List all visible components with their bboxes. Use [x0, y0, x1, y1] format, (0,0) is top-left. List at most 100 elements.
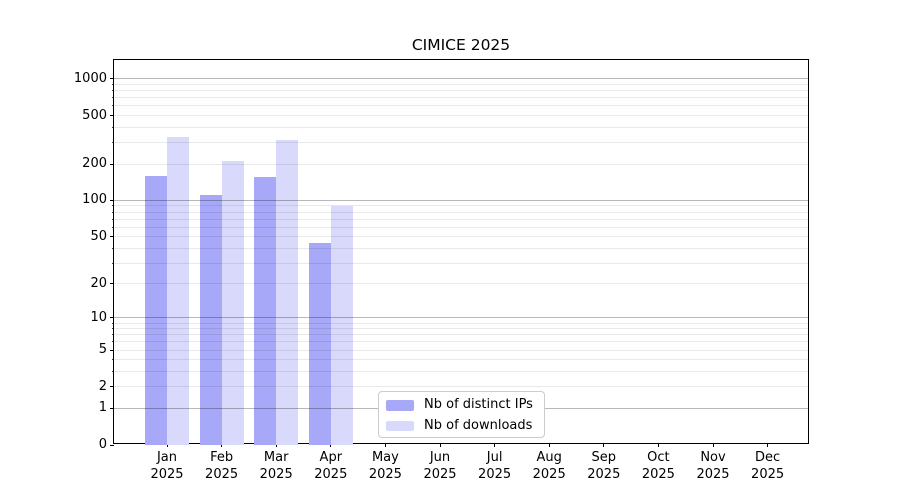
- gridline-major: [114, 78, 808, 80]
- y-tick-label: 20: [90, 275, 107, 291]
- bar-distinct-ips-jan: [145, 175, 167, 445]
- y-tick-label: 10: [90, 309, 107, 325]
- y-tick-mark: [110, 386, 114, 388]
- x-tick-month: May: [371, 450, 399, 465]
- x-tick-mark: [767, 443, 769, 447]
- y-tick-label: 1: [98, 400, 107, 416]
- y-minor-tick-mark: [111, 341, 114, 343]
- x-tick-label-mar: Mar 2025: [240, 450, 312, 483]
- y-minor-tick-mark: [111, 84, 114, 86]
- x-tick-mark: [221, 443, 223, 447]
- y-tick-label: 50: [90, 228, 107, 244]
- x-tick-month: Sep: [591, 450, 617, 465]
- y-minor-tick-mark: [111, 322, 114, 324]
- plot-area: 0 1 2 5 10 20 50 100 200 500 1000 Jan 2025 Feb 2025 Mar…: [74, 59, 809, 482]
- y-tick-label: 500: [82, 107, 107, 123]
- bar-downloads-apr: [330, 205, 353, 445]
- y-tick-mark: [110, 317, 114, 319]
- bar-downloads-mar: [276, 140, 299, 445]
- x-tick-mark: [275, 443, 277, 447]
- y-minor-tick-mark: [111, 247, 114, 249]
- x-tick-year: 2025: [641, 466, 675, 482]
- y-tick-label: 5: [98, 342, 107, 358]
- x-tick-year: 2025: [587, 466, 621, 482]
- x-tick-label-apr: Apr 2025: [295, 450, 367, 483]
- y-tick-mark: [110, 444, 114, 446]
- y-tick-mark: [110, 236, 114, 238]
- y-tick-mark: [110, 78, 114, 80]
- x-tick-mark: [439, 443, 441, 447]
- x-tick-month: Apr: [319, 450, 343, 465]
- x-tick-label-oct: Oct 2025: [622, 450, 694, 483]
- x-tick-label-sep: Sep 2025: [568, 450, 640, 483]
- x-tick-year: 2025: [423, 466, 457, 482]
- y-minor-tick-mark: [111, 371, 114, 373]
- x-tick-mark: [603, 443, 605, 447]
- y-minor-tick-mark: [111, 218, 114, 220]
- y-minor-tick-mark: [111, 262, 114, 264]
- x-tick-month: Feb: [210, 450, 234, 465]
- y-tick-label: 100: [82, 192, 107, 208]
- legend-swatch-icon: [386, 400, 414, 411]
- y-tick-mark: [110, 199, 114, 201]
- y-tick-label: 0: [98, 437, 107, 452]
- legend: Nb of distinct IPs Nb of downloads: [378, 391, 545, 438]
- bar-distinct-ips-apr: [308, 243, 331, 445]
- legend-swatch-icon: [386, 420, 414, 431]
- x-tick-month: Oct: [647, 450, 670, 465]
- y-tick-mark: [110, 163, 114, 165]
- y-minor-tick-mark: [111, 142, 114, 144]
- x-tick-month: Jun: [429, 450, 451, 465]
- y-minor-tick-mark: [111, 126, 114, 128]
- y-tick-label: 1000: [73, 70, 107, 86]
- gridline-minor: [114, 97, 808, 99]
- y-minor-tick-mark: [111, 359, 114, 361]
- x-tick-label-jul: Jul 2025: [459, 450, 531, 483]
- x-tick-mark: [657, 443, 659, 447]
- y-minor-tick-mark: [111, 211, 114, 213]
- x-tick-mark: [166, 443, 168, 447]
- x-tick-label-aug: Aug 2025: [513, 450, 585, 483]
- x-tick-label-may: May 2025: [349, 450, 421, 483]
- bar-downloads-jan: [167, 136, 189, 445]
- x-tick-mark: [330, 443, 332, 447]
- gridline-minor: [114, 163, 808, 165]
- gridline-minor: [114, 126, 808, 128]
- legend-item: Nb of distinct IPs: [386, 395, 544, 416]
- x-tick-year: 2025: [150, 466, 184, 482]
- x-tick-month: Nov: [700, 450, 726, 465]
- x-tick-mark: [548, 443, 550, 447]
- y-tick-mark: [110, 283, 114, 285]
- y-tick-mark: [110, 115, 114, 117]
- x-tick-year: 2025: [478, 466, 512, 482]
- x-tick-mark: [712, 443, 714, 447]
- gridline-minor: [114, 105, 808, 107]
- chart-title: CIMICE 2025: [411, 36, 511, 54]
- x-tick-year: 2025: [751, 466, 785, 482]
- x-tick-year: 2025: [314, 466, 348, 482]
- x-tick-mark: [384, 443, 386, 447]
- y-tick-label: 200: [82, 156, 107, 171]
- legend-item-label: Nb of distinct IPs: [424, 397, 533, 413]
- gridline-minor: [114, 115, 808, 117]
- y-minor-tick-mark: [111, 97, 114, 99]
- x-tick-mark: [494, 443, 496, 447]
- x-tick-label-jun: Jun 2025: [404, 450, 476, 483]
- x-tick-month: Mar: [263, 450, 289, 465]
- x-tick-year: 2025: [368, 466, 402, 482]
- gridline-minor: [114, 142, 808, 144]
- gridline-minor: [114, 90, 808, 92]
- x-tick-year: 2025: [259, 466, 293, 482]
- y-minor-tick-mark: [111, 105, 114, 107]
- bar-distinct-ips-feb: [199, 194, 222, 445]
- x-tick-label-jan: Jan 2025: [131, 450, 203, 483]
- legend-item-label: Nb of downloads: [424, 417, 533, 433]
- x-tick-year: 2025: [205, 466, 239, 482]
- gridline-minor: [114, 84, 808, 86]
- bar-downloads-feb: [221, 161, 244, 445]
- y-minor-tick-mark: [111, 226, 114, 228]
- y-minor-tick-mark: [111, 90, 114, 92]
- x-tick-month: Jul: [486, 450, 503, 465]
- x-tick-month: Dec: [755, 450, 781, 465]
